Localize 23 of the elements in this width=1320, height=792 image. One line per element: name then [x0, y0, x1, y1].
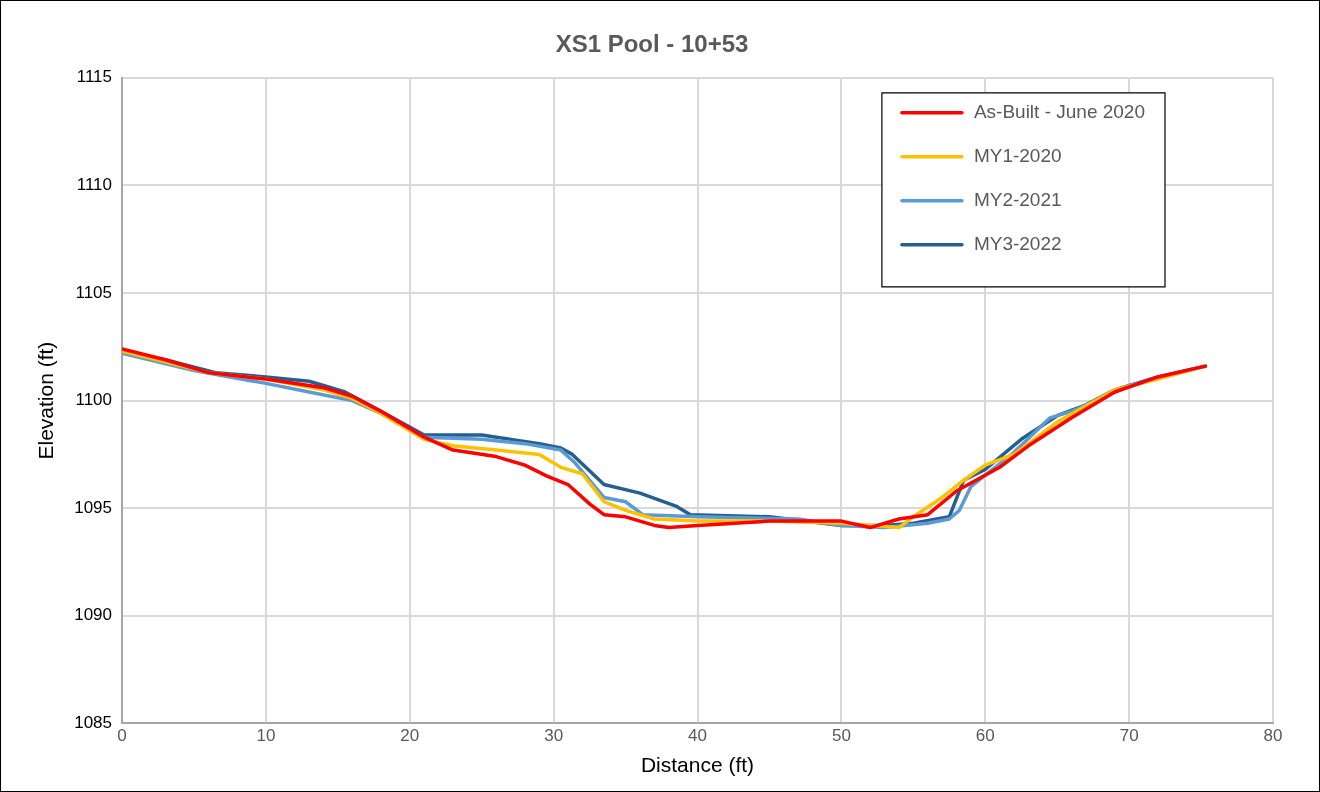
legend-label: MY1-2020 — [973, 145, 1062, 167]
x-tick-label: 60 — [975, 726, 995, 746]
y-tick-label: 1090 — [74, 605, 113, 625]
x-tick-label: 70 — [1119, 726, 1139, 746]
y-tick-label: 1095 — [74, 497, 113, 517]
y-tick-label: 1100 — [75, 390, 113, 410]
chart-title: XS1 Pool - 10+53 — [555, 30, 749, 58]
x-axis-title: Distance (ft) — [640, 753, 755, 777]
legend-label: MY2-2021 — [973, 189, 1062, 211]
x-tick-label: 50 — [831, 726, 851, 746]
x-tick-label: 40 — [688, 726, 707, 746]
y-tick-label: 1085 — [74, 713, 113, 733]
y-axis-title: Elevation (ft) — [34, 341, 58, 460]
y-tick-label: 1110 — [76, 175, 113, 195]
y-tick-label: 1115 — [76, 67, 113, 87]
legend-label: As-Built - June 2020 — [973, 101, 1145, 123]
legend-label: MY3-2022 — [973, 233, 1062, 255]
x-tick-label: 20 — [400, 726, 420, 746]
x-tick-label: 0 — [117, 726, 127, 746]
y-tick-label: 1105 — [75, 282, 113, 302]
x-tick-label: 80 — [1263, 726, 1283, 746]
x-tick-label: 30 — [544, 726, 564, 746]
x-tick-label: 10 — [256, 726, 276, 746]
